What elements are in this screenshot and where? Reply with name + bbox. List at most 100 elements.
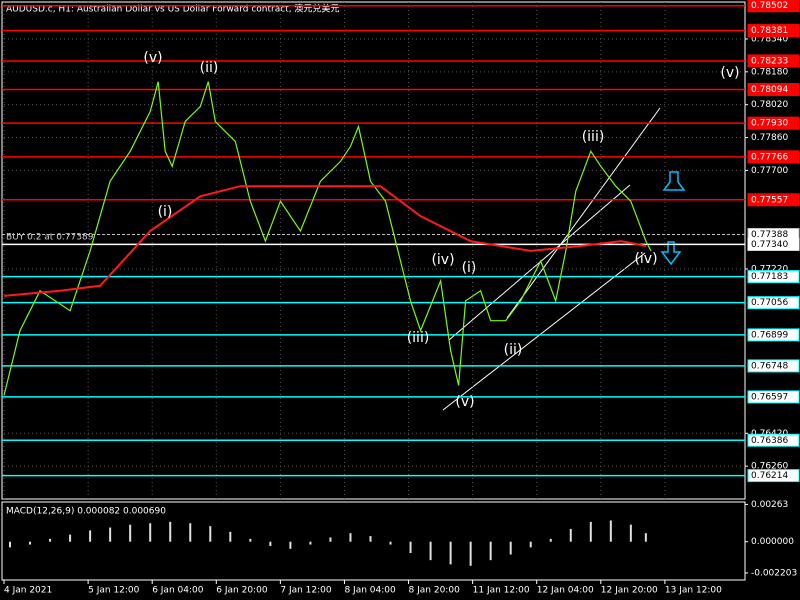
macd-bar xyxy=(149,523,152,542)
price-level-box xyxy=(747,390,800,404)
price-level-box xyxy=(747,116,800,130)
price-level-label: 0.77340 xyxy=(751,240,788,250)
macd-bar xyxy=(429,541,432,561)
price-level-label: 0.76899 xyxy=(751,330,788,340)
price-level-label: 0.77388 xyxy=(751,230,788,240)
wave-label: (iv) xyxy=(431,252,454,268)
macd-bar xyxy=(389,541,392,545)
price-level-box xyxy=(747,433,800,447)
y-tick-label: 0.78180 xyxy=(751,67,788,77)
y-tick-label: 0.00263 xyxy=(751,500,788,510)
wave-label: (i) xyxy=(462,260,477,276)
wave-label: (iii) xyxy=(582,129,605,145)
y-tick-label: 0.000000 xyxy=(751,537,794,547)
y-tick-label: -0.002203 xyxy=(751,568,797,578)
macd-bar xyxy=(309,541,312,545)
macd-bar xyxy=(289,541,292,549)
price-level-box xyxy=(747,82,800,96)
series-line xyxy=(3,185,647,297)
order-label: BUY 0.2 at 0.77389 xyxy=(6,233,94,243)
price-level-label: 0.78381 xyxy=(751,26,788,36)
price-level-label: 0.77930 xyxy=(751,119,788,129)
price-level-box xyxy=(747,54,800,68)
price-level-label: 0.76214 xyxy=(751,471,788,481)
series-line xyxy=(3,81,652,396)
macd-bar xyxy=(529,541,532,548)
price-level-label: 0.77056 xyxy=(751,298,788,308)
wave-label: (v) xyxy=(455,394,474,410)
price-level-box xyxy=(747,359,800,373)
price-level-box xyxy=(747,328,800,342)
price-level-label: 0.78094 xyxy=(751,85,788,95)
macd-bar xyxy=(569,528,572,542)
x-tick-label: 4 Jan 2021 xyxy=(4,586,52,596)
price-level-label: 0.76597 xyxy=(751,392,788,402)
macd-bar xyxy=(249,538,252,542)
price-level-box xyxy=(747,296,800,310)
price-level-box xyxy=(747,469,800,483)
macd-bar xyxy=(9,541,12,548)
channel-line xyxy=(442,252,646,411)
wave-label: (iii) xyxy=(407,330,430,346)
macd-bar xyxy=(129,524,132,542)
chart-title: AUDUSD.c, H1: Australian Dollar vs US Do… xyxy=(6,3,339,15)
price-level-box xyxy=(747,193,800,207)
macd-bar xyxy=(49,538,52,542)
x-tick-label: 5 Jan 12:00 xyxy=(88,586,140,596)
price-level-box xyxy=(747,24,800,38)
macd-bar xyxy=(189,523,192,542)
x-tick-label: 12 Jan 20:00 xyxy=(601,586,658,596)
price-level-box xyxy=(747,270,800,284)
macd-bar xyxy=(409,541,412,554)
macd-bar xyxy=(369,536,372,542)
price-level-label: 0.78233 xyxy=(751,56,788,66)
price-level-label: 0.77766 xyxy=(751,152,788,162)
macd-bar xyxy=(644,533,647,542)
macd-panel-frame xyxy=(1,501,746,581)
price-level-box xyxy=(747,0,800,13)
y-tick-label: 0.78020 xyxy=(751,100,788,110)
macd-bar xyxy=(209,526,212,542)
wave-label: (v) xyxy=(143,50,162,66)
x-tick-label: 6 Jan 04:00 xyxy=(152,586,204,596)
macd-bar xyxy=(469,541,472,566)
x-tick-label: 8 Jan 04:00 xyxy=(344,586,396,596)
price-level-label: 0.77183 xyxy=(751,272,788,282)
wave-label: (ii) xyxy=(200,60,219,76)
macd-bar xyxy=(29,541,32,545)
macd-title: MACD(12,26,9) 0.000082 0.000690 xyxy=(6,507,166,517)
price-level-box xyxy=(747,150,800,164)
y-tick-label: 0.78340 xyxy=(751,34,788,44)
wave-label: (iv) xyxy=(634,251,657,267)
macd-bar xyxy=(269,541,272,546)
macd-bar xyxy=(329,537,332,542)
macd-bar xyxy=(449,541,452,565)
macd-bar xyxy=(169,521,172,542)
x-tick-label: 7 Jan 12:00 xyxy=(280,586,332,596)
price-level-label: 0.76748 xyxy=(751,361,788,371)
y-tick-label: 0.77700 xyxy=(751,166,788,176)
x-tick-label: 8 Jan 20:00 xyxy=(409,586,461,596)
x-tick-label: 13 Jan 12:00 xyxy=(665,586,722,596)
y-tick-label: 0.76260 xyxy=(751,462,788,472)
macd-bar xyxy=(69,534,72,542)
macd-bar xyxy=(549,538,552,542)
macd-bar xyxy=(489,541,492,561)
price-level-label: 0.78502 xyxy=(751,1,788,11)
main-panel-frame xyxy=(1,1,746,500)
x-tick-label: 6 Jan 20:00 xyxy=(216,586,268,596)
wave-label: (ii) xyxy=(504,342,523,358)
up-arrow xyxy=(662,171,686,191)
macd-bar xyxy=(349,533,352,542)
macd-bar xyxy=(509,541,512,555)
y-tick-label: 0.77220 xyxy=(751,264,788,274)
price-level-label: 0.76386 xyxy=(751,436,788,446)
macd-bar xyxy=(89,530,92,542)
macd-bar xyxy=(229,531,232,542)
macd-bar xyxy=(629,524,632,542)
x-tick-label: 11 Jan 12:00 xyxy=(473,586,530,596)
y-tick-label: 0.77860 xyxy=(751,133,788,143)
price-level-box xyxy=(747,237,800,251)
